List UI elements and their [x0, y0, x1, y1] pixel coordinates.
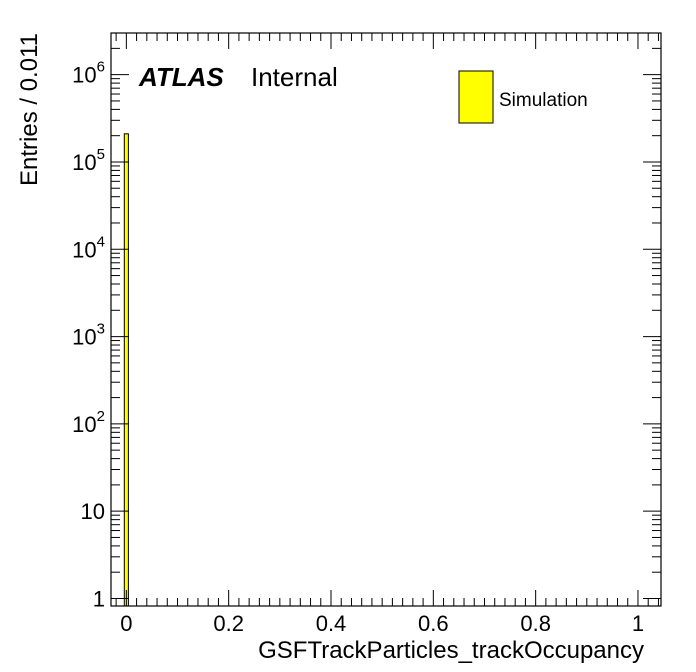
- plot-frame: [110, 32, 662, 607]
- tick-labels: 0 0.2 0.4 0.6 0.8 1 1 10 102 103 104 105 106: [72, 59, 644, 636]
- x-axis-title: GSFTrackParticles_trackOccupancy: [258, 637, 644, 664]
- y-tick-label: 10: [81, 499, 105, 524]
- legend-swatch: [458, 70, 494, 124]
- atlas-text: ATLAS: [138, 62, 224, 92]
- x-tick-label: 0.4: [316, 611, 347, 636]
- y-tick-label: 104: [72, 233, 105, 262]
- atlas-label: ATLAS Internal: [138, 62, 338, 92]
- y-tick-label: 103: [72, 321, 105, 350]
- x-tick-label: 0.8: [520, 611, 551, 636]
- axis-ticks: [111, 32, 661, 606]
- internal-text: Internal: [251, 62, 338, 92]
- y-tick-label: 102: [72, 408, 105, 437]
- histogram-bars: [123, 133, 129, 607]
- x-tick-label: 0: [120, 611, 132, 636]
- y-tick-label: 106: [72, 59, 105, 88]
- y-tick-label: 1: [93, 586, 105, 611]
- legend-label: Simulation: [499, 90, 588, 111]
- x-tick-label: 0.2: [213, 611, 244, 636]
- x-tick-label: 1: [632, 611, 644, 636]
- y-tick-label: 105: [72, 146, 105, 175]
- legend: Simulation: [458, 70, 588, 124]
- histogram-bar: [123, 133, 129, 607]
- y-axis-title: Entries / 0.011: [16, 33, 43, 186]
- x-tick-label: 0.6: [418, 611, 449, 636]
